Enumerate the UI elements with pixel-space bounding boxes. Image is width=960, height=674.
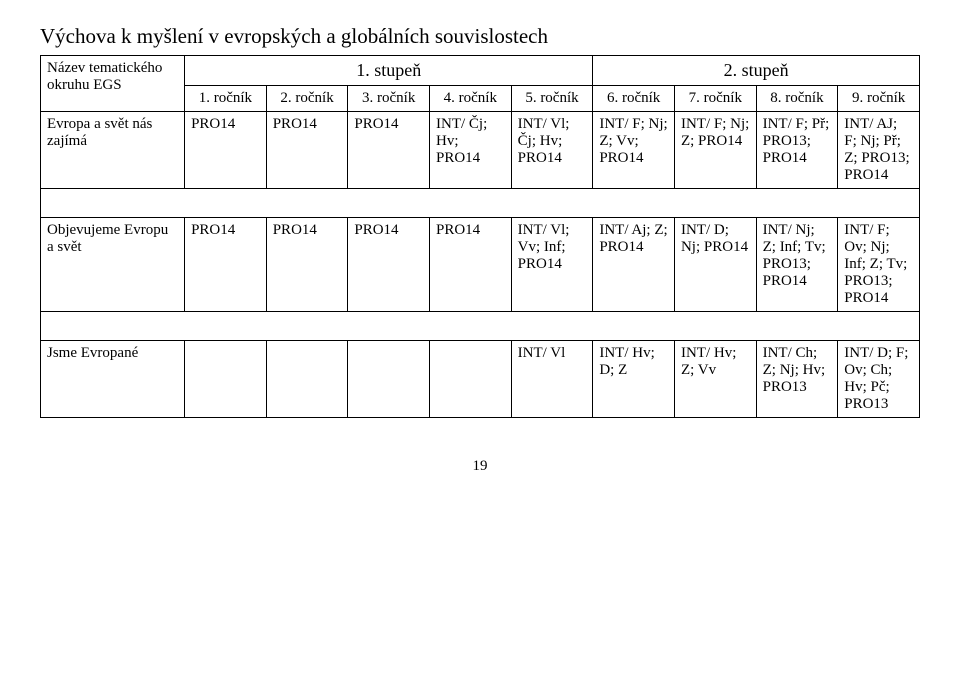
cell: INT/ Aj; Z; PRO14 [593,218,675,312]
stage-2-header: 2. stupeň [593,56,920,86]
table-row: Jsme Evropané INT/ Vl INT/ Hv; D; Z INT/… [41,341,920,418]
col-header-5: 5. ročník [511,86,593,112]
row-label: Evropa a svět nás zajímá [41,112,185,189]
col-header-1: 1. ročník [185,86,267,112]
spacer-row [41,189,920,218]
cell: PRO14 [348,218,430,312]
cell: INT/ Čj; Hv; PRO14 [430,112,512,189]
cell: INT/ Hv; Z; Vv [674,341,756,418]
cell: PRO14 [430,218,512,312]
cell: PRO14 [266,218,348,312]
col-header-7: 7. ročník [674,86,756,112]
main-table: Název tematického okruhu EGS 1. stupeň 2… [40,55,920,418]
cell: INT/ Vl [511,341,593,418]
cell: PRO14 [266,112,348,189]
col-header-2: 2. ročník [266,86,348,112]
col-header-3: 3. ročník [348,86,430,112]
stage-1-header: 1. stupeň [185,56,593,86]
table-row: Evropa a svět nás zajímá PRO14 PRO14 PRO… [41,112,920,189]
cell: PRO14 [348,112,430,189]
col-header-9: 9. ročník [838,86,920,112]
page-title: Výchova k myšlení v evropských a globáln… [40,24,920,49]
cell: INT/ Ch; Z; Nj; Hv; PRO13 [756,341,838,418]
table-row: Objevujeme Evropu a svět PRO14 PRO14 PRO… [41,218,920,312]
cell: INT/ Hv; D; Z [593,341,675,418]
cell [348,341,430,418]
cell: INT/ F; Ov; Nj; Inf; Z; Tv; PRO13; PRO14 [838,218,920,312]
cell: INT/ F; Př; PRO13; PRO14 [756,112,838,189]
cell: INT/ Vl; Čj; Hv; PRO14 [511,112,593,189]
col-header-4: 4. ročník [430,86,512,112]
spacer-row [41,312,920,341]
row-label: Jsme Evropané [41,341,185,418]
cell: PRO14 [185,218,267,312]
cell: INT/ Nj; Z; Inf; Tv; PRO13; PRO14 [756,218,838,312]
page-number: 19 [40,458,920,475]
stage-header-row: Název tematického okruhu EGS 1. stupeň 2… [41,56,920,86]
cell: INT/ Vl; Vv; Inf; PRO14 [511,218,593,312]
col-header-6: 6. ročník [593,86,675,112]
cell: INT/ F; Nj; Z; PRO14 [674,112,756,189]
cell: INT/ F; Nj; Z; Vv; PRO14 [593,112,675,189]
cell: INT/ D; F; Ov; Ch; Hv; Pč; PRO13 [838,341,920,418]
header-rowlabel: Název tematického okruhu EGS [41,56,185,112]
cell [430,341,512,418]
row-label: Objevujeme Evropu a svět [41,218,185,312]
cell: PRO14 [185,112,267,189]
col-header-8: 8. ročník [756,86,838,112]
cell [266,341,348,418]
cell: INT/ AJ; F; Nj; Př; Z; PRO13; PRO14 [838,112,920,189]
cell: INT/ D; Nj; PRO14 [674,218,756,312]
cell [185,341,267,418]
